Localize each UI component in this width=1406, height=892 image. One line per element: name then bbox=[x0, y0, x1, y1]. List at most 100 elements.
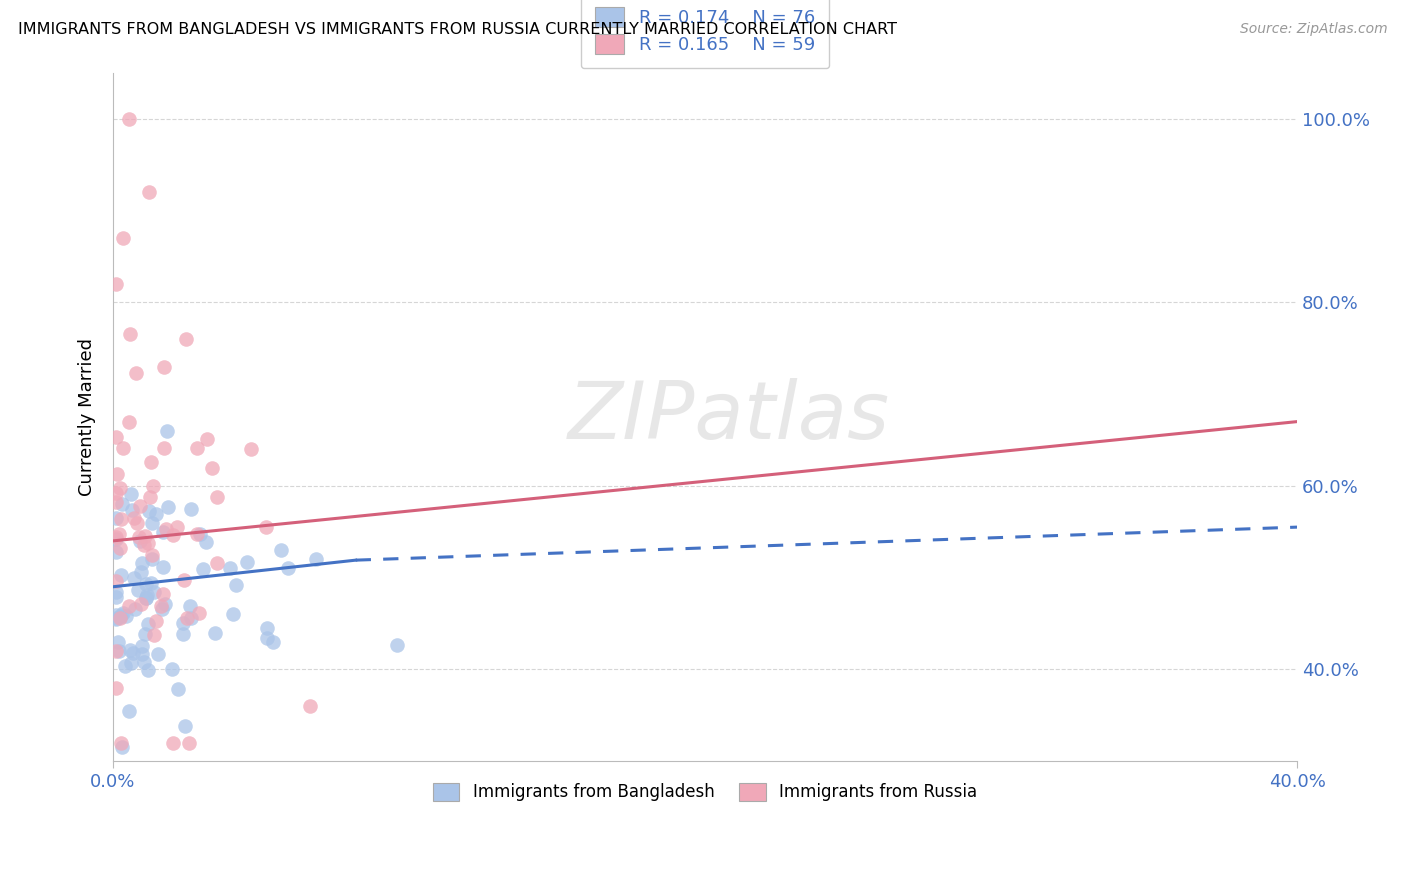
Point bbox=[138, 504, 160, 518]
Point bbox=[125, 366, 148, 380]
Point bbox=[177, 736, 200, 750]
Point bbox=[107, 635, 129, 649]
Point bbox=[122, 571, 145, 585]
Point bbox=[122, 510, 145, 524]
Text: IMMIGRANTS FROM BANGLADESH VS IMMIGRANTS FROM RUSSIA CURRENTLY MARRIED CORRELATI: IMMIGRANTS FROM BANGLADESH VS IMMIGRANTS… bbox=[18, 22, 897, 37]
Point bbox=[188, 526, 211, 541]
Point bbox=[134, 528, 156, 542]
Point bbox=[153, 597, 176, 611]
Point bbox=[180, 501, 202, 516]
Point bbox=[254, 520, 277, 534]
Point bbox=[111, 740, 134, 755]
Point bbox=[138, 663, 160, 677]
Point bbox=[118, 112, 141, 126]
Point bbox=[138, 186, 160, 200]
Point bbox=[104, 510, 127, 524]
Point bbox=[142, 479, 165, 493]
Point bbox=[118, 599, 141, 613]
Point bbox=[142, 628, 165, 642]
Point bbox=[385, 639, 408, 653]
Point bbox=[115, 608, 138, 623]
Point bbox=[153, 441, 176, 455]
Point bbox=[108, 610, 131, 624]
Point bbox=[128, 529, 150, 543]
Point bbox=[152, 525, 174, 540]
Point bbox=[194, 534, 217, 549]
Point bbox=[135, 591, 157, 605]
Point bbox=[139, 576, 162, 591]
Point bbox=[141, 552, 163, 566]
Point bbox=[110, 481, 132, 495]
Point bbox=[136, 535, 159, 549]
Point bbox=[105, 467, 128, 481]
Point bbox=[118, 326, 141, 341]
Point bbox=[120, 643, 142, 657]
Text: Source: ZipAtlas.com: Source: ZipAtlas.com bbox=[1240, 22, 1388, 37]
Point bbox=[125, 516, 148, 530]
Point bbox=[127, 582, 149, 597]
Point bbox=[141, 548, 163, 562]
Point bbox=[225, 578, 247, 592]
Point bbox=[104, 574, 127, 589]
Point bbox=[204, 625, 226, 640]
Point bbox=[121, 503, 143, 517]
Point bbox=[235, 555, 257, 569]
Point bbox=[156, 500, 179, 515]
Point bbox=[305, 551, 328, 566]
Point bbox=[135, 588, 157, 602]
Point bbox=[124, 602, 146, 616]
Point bbox=[174, 332, 197, 346]
Point bbox=[162, 528, 184, 542]
Point bbox=[150, 599, 173, 614]
Point bbox=[186, 527, 208, 541]
Point bbox=[108, 611, 131, 625]
Point bbox=[129, 534, 152, 549]
Point bbox=[120, 486, 142, 500]
Legend: Immigrants from Bangladesh, Immigrants from Russia: Immigrants from Bangladesh, Immigrants f… bbox=[419, 769, 991, 814]
Point bbox=[136, 616, 159, 631]
Point bbox=[104, 585, 127, 599]
Point bbox=[173, 719, 195, 733]
Point bbox=[121, 646, 143, 660]
Point bbox=[131, 647, 153, 661]
Point bbox=[139, 454, 162, 468]
Point bbox=[166, 681, 188, 696]
Point bbox=[110, 568, 132, 582]
Point bbox=[145, 507, 167, 521]
Point bbox=[270, 543, 292, 558]
Point bbox=[239, 442, 262, 456]
Y-axis label: Currently Married: Currently Married bbox=[79, 338, 96, 496]
Point bbox=[104, 495, 127, 509]
Point bbox=[131, 556, 153, 570]
Point bbox=[176, 611, 198, 625]
Point bbox=[205, 557, 228, 571]
Point bbox=[150, 601, 173, 615]
Point bbox=[162, 662, 184, 676]
Point bbox=[277, 561, 299, 575]
Point bbox=[179, 599, 201, 614]
Point bbox=[105, 277, 128, 291]
Point bbox=[104, 485, 127, 500]
Point bbox=[131, 639, 153, 653]
Point bbox=[180, 610, 202, 624]
Point bbox=[205, 490, 228, 504]
Point bbox=[188, 606, 211, 620]
Point bbox=[114, 659, 136, 673]
Point bbox=[197, 432, 219, 446]
Point bbox=[134, 538, 156, 552]
Point bbox=[110, 608, 132, 623]
Point bbox=[104, 612, 127, 626]
Point bbox=[129, 500, 152, 514]
Point bbox=[104, 611, 127, 625]
Point bbox=[162, 736, 184, 750]
Point bbox=[120, 656, 142, 670]
Point bbox=[262, 635, 284, 649]
Point bbox=[134, 655, 156, 669]
Point bbox=[110, 736, 132, 750]
Point bbox=[256, 631, 278, 645]
Point bbox=[105, 681, 128, 695]
Text: ZIPatlas: ZIPatlas bbox=[568, 378, 890, 456]
Point bbox=[108, 644, 131, 658]
Point bbox=[172, 615, 194, 630]
Point bbox=[105, 430, 128, 444]
